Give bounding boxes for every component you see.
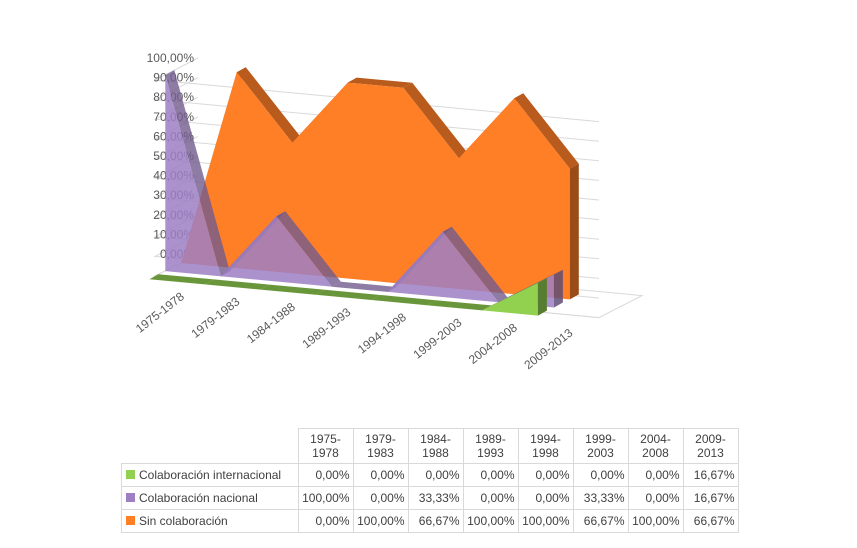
table-column-header-line: 2009- (695, 432, 726, 446)
table-cell: 100,00% (627, 509, 684, 533)
area-chart-3d: 0,00%10,00%20,00%30,00%40,00%50,00%60,00… (133, 51, 644, 373)
series-1-end (553, 269, 563, 308)
table-cell: 100,00% (517, 509, 574, 533)
table-cell: 16,67% (682, 486, 739, 510)
series-0-ridge (149, 274, 214, 285)
table-column-header: 1989- 1993 (462, 428, 519, 464)
series-2-end (569, 163, 579, 300)
table-cell: 0,00% (627, 486, 684, 510)
x-tick-label: 1994-1998 (355, 310, 409, 357)
table-cell: 0,00% (407, 463, 464, 487)
table-column-header-line: 1999- (585, 432, 616, 446)
table-corner-cell (121, 428, 299, 464)
table-cell: 0,00% (462, 486, 519, 510)
table-cell: 100,00% (462, 509, 519, 533)
table-cell: 33,33% (572, 486, 629, 510)
table-cell: 0,00% (352, 486, 409, 510)
x-tick-label: 2009-2013 (522, 326, 576, 373)
series-1-area (165, 70, 563, 308)
table-row-header: Sin colaboración (121, 509, 299, 533)
table-column-header-line: 1979- (365, 432, 396, 446)
table-cell: 100,00% (297, 486, 354, 510)
table-column-header-line: 1994- (530, 432, 561, 446)
table-cell: 0,00% (627, 463, 684, 487)
series-name: Colaboración internacional (139, 468, 282, 482)
series-0-ridge (260, 284, 325, 295)
series-0-ridge (204, 279, 270, 290)
table-row-header: Colaboración internacional (121, 463, 299, 487)
x-tick-label: 1984-1988 (244, 300, 298, 347)
series-2-ridge (403, 82, 468, 159)
table-column-header-line: 2004- (640, 432, 671, 446)
series-name: Colaboración nacional (139, 491, 258, 505)
table-column-header-line: 2003 (587, 446, 614, 460)
table-row: Sin colaboración 0,00% 100,00% 66,67% 100,00… (121, 509, 739, 533)
legend-key (126, 493, 135, 502)
table-column-header: 1979- 1983 (352, 428, 409, 464)
table-cell: 0,00% (297, 463, 354, 487)
series-0-end (537, 278, 547, 316)
table-cell: 66,67% (407, 509, 464, 533)
table-column-header-line: 1993 (477, 446, 504, 460)
table-cell: 0,00% (352, 463, 409, 487)
table-cell: 0,00% (517, 463, 574, 487)
series-areas (149, 67, 579, 316)
y-tick-label: 100,00% (147, 51, 195, 65)
legend-key (126, 516, 135, 525)
table-cell: 0,00% (462, 463, 519, 487)
table-cell: 0,00% (297, 509, 354, 533)
table-column-header-line: 1989- (475, 432, 506, 446)
series-0-ridge (315, 289, 381, 300)
table-row: Colaboración nacional 100,00% 0,00% 33,33% 0… (121, 486, 739, 510)
table-column-header-line: 1978 (312, 446, 339, 460)
gridline (153, 57, 600, 123)
series-2-ridge (236, 67, 302, 143)
x-tick-label: 2004-2008 (466, 320, 520, 367)
table-cell: 100,00% (352, 509, 409, 533)
series-1-ridge (442, 226, 508, 303)
gridline (153, 77, 600, 142)
series-2-ridge (347, 77, 413, 88)
x-tick-label: 1999-2003 (411, 315, 465, 362)
x-tick-label: 1975-1978 (133, 289, 187, 336)
table-column-header-line: 2013 (697, 446, 724, 460)
series-0-ridge (426, 300, 492, 311)
table-column-header-line: 1988 (422, 446, 449, 460)
table-cell: 0,00% (572, 463, 629, 487)
series-1-face (165, 75, 554, 308)
series-1-ridge (276, 211, 341, 287)
series-0-ridge (482, 278, 547, 311)
series-0-area (149, 274, 547, 316)
table-cell: 66,67% (682, 509, 739, 533)
table-column-header: 2009- 2013 (682, 428, 739, 464)
table-cell: 16,67% (682, 463, 739, 487)
table-column-header-line: 1984- (420, 432, 451, 446)
table-column-header-line: 1975- (310, 432, 341, 446)
table-column-header-line: 2008 (642, 446, 669, 460)
table-column-header: 1975- 1978 (297, 428, 354, 464)
table-column-header: 1984- 1988 (407, 428, 464, 464)
legend-key (126, 470, 135, 479)
series-1-ridge (331, 281, 397, 292)
table-column-header-line: 1983 (367, 446, 394, 460)
table-cell: 0,00% (517, 486, 574, 510)
table-column-header: 1994- 1998 (517, 428, 574, 464)
series-0-ridge (371, 295, 436, 306)
series-2-ridge (514, 93, 579, 169)
table-column-header: 1999- 2003 (572, 428, 629, 464)
series-name: Sin colaboración (139, 514, 228, 528)
x-tick-label: 1989-1993 (300, 305, 354, 352)
table-column-header-line: 1998 (532, 446, 559, 460)
x-tick-label: 1979-1983 (189, 294, 243, 341)
table-cell: 33,33% (407, 486, 464, 510)
series-1-ridge (165, 70, 230, 277)
data-table: 1975- 1978 1979- 1983 1984- 1988 1989- 1993 1994… (121, 428, 739, 533)
table-row-header: Colaboración nacional (121, 486, 299, 510)
table-row: Colaboración internacional 0,00% 0,00% 0,00… (121, 463, 739, 487)
table-header-row: 1975- 1978 1979- 1983 1984- 1988 1989- 1993 1994… (121, 428, 739, 464)
table-cell: 66,67% (572, 509, 629, 533)
table-body: Colaboración internacional 0,00% 0,00% 0,00… (121, 463, 739, 533)
table-column-header: 2004- 2008 (627, 428, 684, 464)
